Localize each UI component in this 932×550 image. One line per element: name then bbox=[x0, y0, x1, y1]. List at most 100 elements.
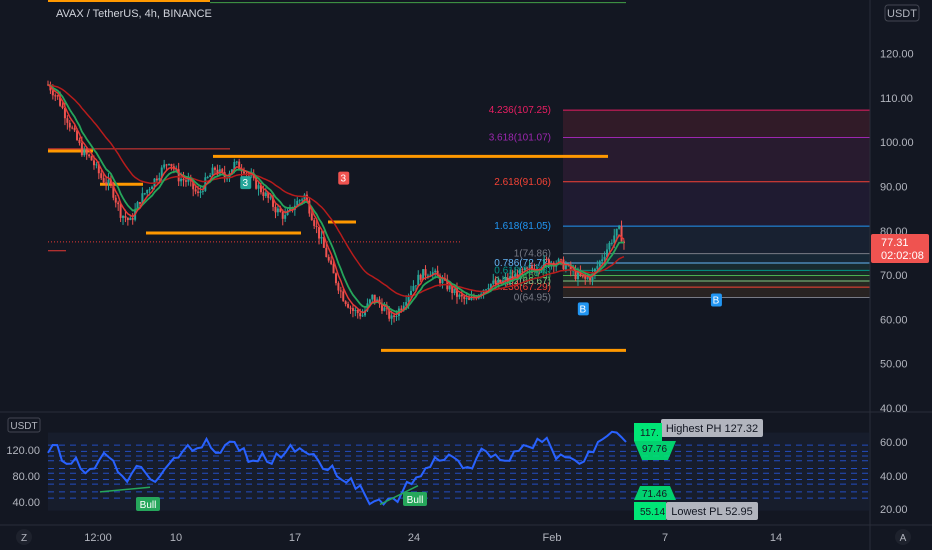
candle-body[interactable] bbox=[230, 169, 233, 174]
candle-body[interactable] bbox=[322, 237, 325, 248]
candle-body[interactable] bbox=[344, 301, 347, 305]
candle-body[interactable] bbox=[192, 180, 195, 190]
candle-body[interactable] bbox=[117, 202, 120, 205]
candle-body[interactable] bbox=[141, 193, 144, 204]
oscillator-pane[interactable] bbox=[47, 430, 870, 511]
candle-body[interactable] bbox=[424, 269, 427, 276]
candle-body[interactable] bbox=[593, 268, 596, 274]
candle-body[interactable] bbox=[492, 280, 495, 284]
candle-body[interactable] bbox=[279, 208, 282, 213]
oscillator-line[interactable] bbox=[47, 430, 627, 506]
candle-body[interactable] bbox=[59, 96, 62, 106]
candle-body[interactable] bbox=[85, 149, 88, 155]
candle-body[interactable] bbox=[497, 279, 500, 284]
candle-body[interactable] bbox=[373, 294, 376, 302]
candle-body[interactable] bbox=[388, 308, 391, 319]
candle-body[interactable] bbox=[606, 249, 609, 257]
candle-body[interactable] bbox=[177, 169, 180, 182]
candle-body[interactable] bbox=[163, 164, 166, 168]
candle-body[interactable] bbox=[434, 270, 437, 273]
candle-body[interactable] bbox=[393, 315, 396, 317]
candle-body[interactable] bbox=[221, 169, 224, 173]
candle-body[interactable] bbox=[504, 277, 507, 281]
candle-body[interactable] bbox=[572, 270, 575, 272]
candle-body[interactable] bbox=[158, 178, 161, 181]
candle-body[interactable] bbox=[489, 283, 492, 288]
candle-body[interactable] bbox=[78, 139, 81, 144]
candle-body[interactable] bbox=[407, 295, 410, 303]
candle-body[interactable] bbox=[226, 178, 229, 180]
candle-body[interactable] bbox=[422, 269, 425, 280]
candle-body[interactable] bbox=[160, 167, 163, 179]
candle-body[interactable] bbox=[468, 298, 471, 300]
candle-body[interactable] bbox=[584, 275, 587, 279]
candle-body[interactable] bbox=[576, 272, 579, 280]
candle-body[interactable] bbox=[547, 259, 550, 266]
candle-body[interactable] bbox=[351, 308, 354, 311]
candle-body[interactable] bbox=[315, 225, 318, 227]
candle-body[interactable] bbox=[235, 161, 238, 163]
candle-body[interactable] bbox=[155, 178, 158, 181]
candle-body[interactable] bbox=[233, 161, 236, 170]
candle-body[interactable] bbox=[531, 266, 533, 269]
candle-body[interactable] bbox=[526, 267, 529, 269]
candle-body[interactable] bbox=[180, 178, 183, 182]
candle-body[interactable] bbox=[310, 213, 313, 221]
candle-body[interactable] bbox=[359, 313, 362, 317]
candle-body[interactable] bbox=[414, 285, 417, 287]
candle-body[interactable] bbox=[506, 277, 509, 281]
candle-body[interactable] bbox=[216, 169, 219, 174]
candle-body[interactable] bbox=[325, 247, 328, 258]
candle-body[interactable] bbox=[276, 208, 279, 213]
candle-body[interactable] bbox=[107, 179, 110, 185]
candle-body[interactable] bbox=[402, 305, 405, 311]
candle-body[interactable] bbox=[129, 218, 132, 221]
candle-body[interactable] bbox=[138, 202, 141, 204]
candle-body[interactable] bbox=[255, 177, 258, 189]
ema-mid-line[interactable] bbox=[47, 83, 625, 313]
candle-body[interactable] bbox=[405, 302, 408, 306]
candle-body[interactable] bbox=[426, 275, 429, 277]
candle-body[interactable] bbox=[88, 154, 91, 157]
candle-body[interactable] bbox=[76, 130, 79, 140]
candle-body[interactable] bbox=[281, 212, 284, 219]
candle-body[interactable] bbox=[581, 275, 584, 277]
candle-body[interactable] bbox=[330, 260, 333, 265]
signal-marker[interactable] bbox=[577, 302, 589, 316]
candle-body[interactable] bbox=[122, 215, 125, 218]
candle-body[interactable] bbox=[436, 270, 439, 276]
candle-body[interactable] bbox=[274, 206, 277, 213]
candle-body[interactable] bbox=[68, 122, 71, 128]
candle-body[interactable] bbox=[615, 228, 618, 236]
candle-body[interactable] bbox=[596, 266, 599, 269]
candle-body[interactable] bbox=[347, 304, 350, 308]
candle-body[interactable] bbox=[332, 264, 335, 274]
candle-body[interactable] bbox=[528, 266, 531, 268]
candle-body[interactable] bbox=[71, 127, 74, 129]
candle-body[interactable] bbox=[618, 226, 621, 229]
candle-body[interactable] bbox=[114, 197, 117, 203]
candle-body[interactable] bbox=[485, 289, 488, 291]
candle-body[interactable] bbox=[124, 215, 127, 218]
candle-body[interactable] bbox=[102, 178, 105, 183]
candle-body[interactable] bbox=[368, 299, 371, 304]
candle-body[interactable] bbox=[63, 107, 66, 119]
candle-body[interactable] bbox=[211, 167, 214, 176]
candle-body[interactable] bbox=[218, 169, 221, 174]
candle-body[interactable] bbox=[564, 265, 567, 270]
candle-body[interactable] bbox=[354, 309, 357, 311]
candle-body[interactable] bbox=[199, 191, 202, 193]
candle-body[interactable] bbox=[318, 226, 321, 239]
candle-body[interactable] bbox=[613, 235, 616, 243]
candle-body[interactable] bbox=[143, 193, 146, 195]
signal-marker[interactable] bbox=[240, 176, 252, 190]
candle-body[interactable] bbox=[458, 294, 461, 297]
candle-body[interactable] bbox=[511, 275, 514, 279]
candle-body[interactable] bbox=[151, 186, 154, 190]
candle-body[interactable] bbox=[441, 279, 444, 284]
candle-body[interactable] bbox=[514, 274, 517, 279]
candle-body[interactable] bbox=[95, 164, 98, 166]
candle-body[interactable] bbox=[431, 272, 434, 275]
candle-body[interactable] bbox=[262, 192, 265, 197]
